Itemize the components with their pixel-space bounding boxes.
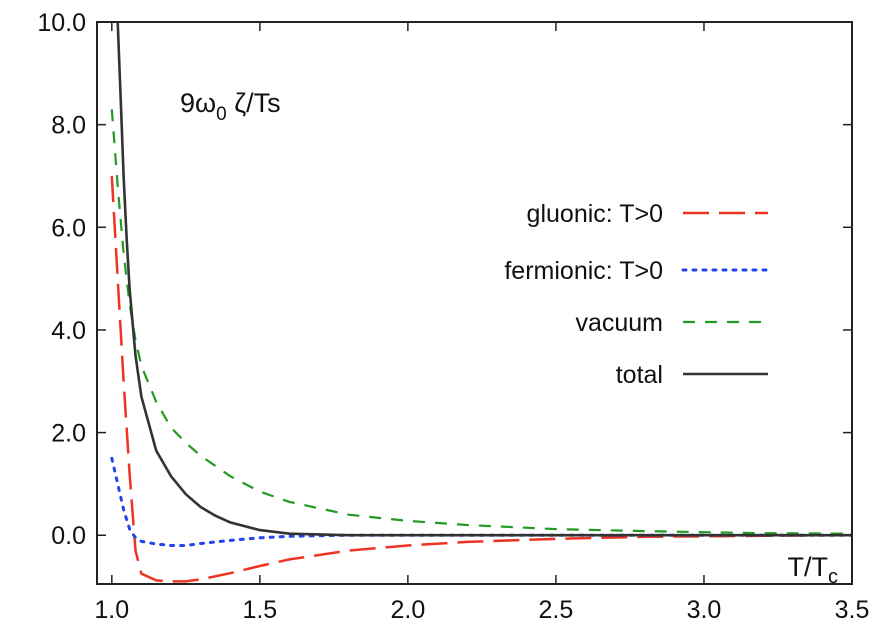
y-tick-label: 10.0: [37, 9, 86, 37]
y-tick-label: 8.0: [51, 112, 86, 140]
y-tick-label: 0.0: [51, 522, 86, 550]
x-tick-label: 1.5: [242, 596, 277, 624]
plot-frame: [96, 21, 853, 585]
x-axis-title: T/Tc: [788, 552, 839, 588]
y-tick-label: 4.0: [51, 317, 86, 345]
x-tick-label: 2.0: [390, 596, 425, 624]
x-tick-label: 2.5: [539, 596, 574, 624]
y-tick-label: 6.0: [51, 214, 86, 242]
legend-label: vacuum: [575, 309, 663, 337]
x-tick-label: 1.0: [94, 596, 129, 624]
series-line-solid: [116, 22, 852, 537]
series-line-long-dash: [110, 175, 852, 583]
legend: gluonic: T>0 fermionic: T>0 vacuum total: [504, 200, 770, 389]
legend-label: total: [616, 361, 663, 389]
series-layer: [110, 22, 852, 583]
y-tick-label: 2.0: [51, 420, 86, 448]
legend-label: fermionic: T>0: [504, 257, 663, 285]
series-line-short-dash: [110, 109, 852, 535]
x-tick-label: 3.0: [687, 596, 722, 624]
series-line-dotted: [110, 456, 852, 547]
legend-label: gluonic: T>0: [527, 200, 663, 228]
tick-labels: 1.0 1.5 2.0 2.5 3.0 3.5 0.0 2.0 4.0 6.0 8.0 10.0: [37, 9, 869, 624]
chart-annotation: 9ω0 ζ/Ts: [180, 88, 281, 125]
x-tick-label: 3.5: [835, 596, 870, 624]
